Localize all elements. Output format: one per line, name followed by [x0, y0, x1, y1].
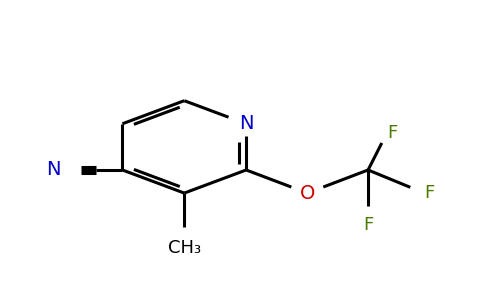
Text: CH₃: CH₃ [168, 239, 201, 257]
Text: F: F [363, 216, 373, 234]
Text: F: F [387, 124, 397, 142]
Text: O: O [300, 184, 315, 202]
Text: N: N [239, 114, 254, 133]
Text: F: F [424, 184, 435, 202]
Text: N: N [46, 160, 60, 179]
